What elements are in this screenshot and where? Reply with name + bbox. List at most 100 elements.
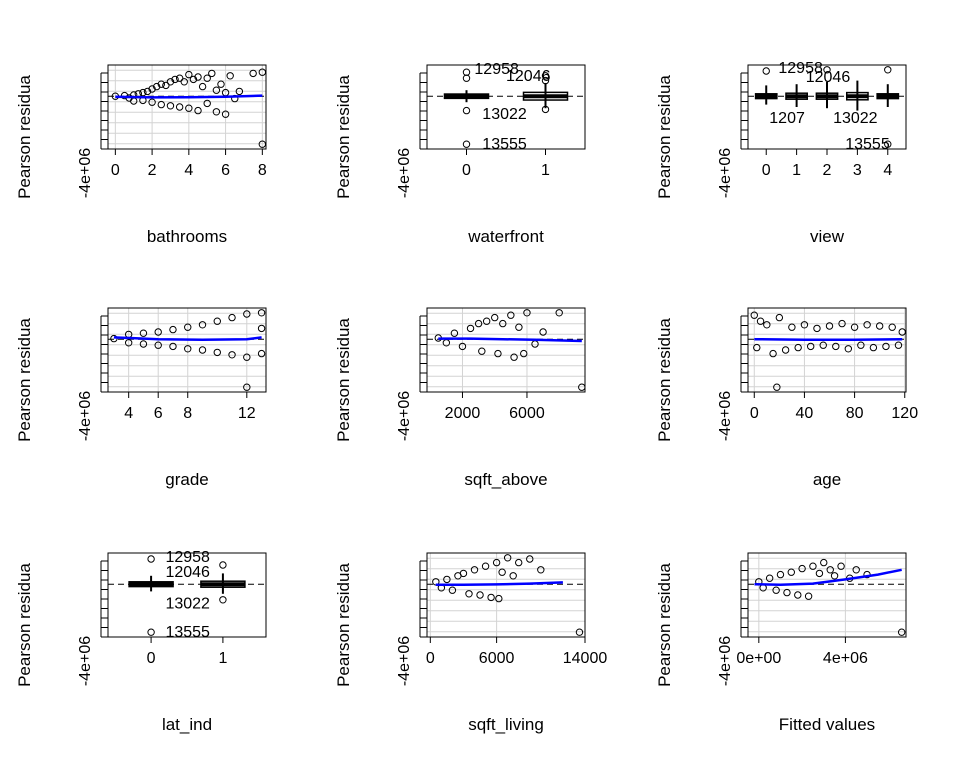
- data-point: [541, 105, 550, 114]
- outlier-label: 12046: [806, 69, 851, 86]
- data-point: [466, 324, 475, 333]
- panel-grade: 4 6 8 12 -4e+06 Pearson residua grade: [15, 307, 267, 489]
- y-axis-label: Pearson residua: [334, 75, 353, 199]
- data-point: [498, 568, 506, 576]
- data-point: [470, 566, 479, 574]
- data-point: [482, 317, 491, 325]
- smoother-line: [115, 94, 263, 99]
- y-axis-label: Pearson residua: [655, 318, 674, 442]
- data-point: [897, 628, 906, 636]
- x-tick-label: 2: [148, 162, 157, 179]
- x-tick-label: 0: [750, 405, 759, 422]
- data-point: [783, 588, 791, 597]
- outlier-label: 13555: [845, 136, 890, 153]
- x-tick-label: 2: [823, 162, 832, 179]
- data-point: [809, 562, 817, 570]
- data-point: [157, 80, 165, 88]
- plot-frame: [426, 307, 586, 393]
- smoother-line: [438, 337, 582, 343]
- data-point: [750, 311, 758, 319]
- y-tick-label: -4e+06: [396, 391, 413, 441]
- data-point: [185, 70, 193, 79]
- data-point: [169, 342, 177, 351]
- x-tick-label: 80: [846, 405, 864, 422]
- y-axis-label: Pearson residua: [15, 318, 34, 442]
- data-point: [800, 321, 809, 329]
- data-point: [459, 569, 468, 578]
- y-tick-label: -4e+06: [396, 148, 413, 198]
- data-point: [510, 353, 518, 361]
- data-point: [815, 569, 824, 578]
- data-point: [124, 339, 133, 347]
- plot-frame: [107, 307, 267, 393]
- x-tick-label: 0: [147, 650, 156, 667]
- y-axis-label: Pearson residua: [655, 563, 674, 687]
- plot-frame: [747, 307, 907, 393]
- data-point: [888, 323, 896, 331]
- y-axis-label: Pearson residua: [334, 563, 353, 687]
- data-point: [450, 329, 459, 337]
- data-point: [539, 328, 547, 336]
- data-point: [837, 562, 845, 570]
- panel-fitted-values: 0e+00 4e+06 -4e+06 Pearson residua Fitted va…: [655, 552, 907, 734]
- x-tick-label: 4: [184, 162, 193, 179]
- data-point: [154, 328, 162, 336]
- x-tick-label: 120: [891, 405, 918, 422]
- outlier-label: 13022: [165, 595, 210, 612]
- data-point: [458, 342, 467, 351]
- data-point: [838, 319, 846, 328]
- x-tick-label: 8: [258, 162, 267, 179]
- data-point: [203, 99, 211, 108]
- x-axis-label: lat_ind: [162, 715, 212, 734]
- data-point: [869, 343, 878, 352]
- data-point: [462, 68, 471, 76]
- data-point: [503, 554, 512, 562]
- data-point: [491, 313, 499, 322]
- data-point: [481, 562, 490, 570]
- data-point: [826, 566, 834, 574]
- data-point: [531, 340, 539, 348]
- data-point: [249, 69, 257, 78]
- data-point: [203, 74, 211, 82]
- panel-age: 0 40 80 120 -4e+06 Pearson residua age: [655, 307, 918, 489]
- data-point: [492, 558, 501, 567]
- x-tick-label: 4: [883, 162, 892, 179]
- data-point: [147, 555, 155, 563]
- data-point: [166, 78, 175, 86]
- data-point: [762, 67, 770, 75]
- data-point: [148, 85, 156, 93]
- data-point: [787, 568, 795, 576]
- x-tick-label: 3: [853, 162, 862, 179]
- data-point: [515, 323, 523, 331]
- data-point: [171, 75, 179, 84]
- data-point: [448, 586, 457, 594]
- data-point: [219, 596, 227, 604]
- x-tick-label: 0: [462, 162, 471, 179]
- data-point: [208, 69, 216, 78]
- data-point: [139, 88, 147, 97]
- data-point: [166, 102, 175, 110]
- x-tick-label: 6000: [479, 650, 515, 667]
- data-point: [823, 66, 831, 74]
- x-tick-label: 6000: [509, 405, 545, 422]
- outlier-label: 13555: [482, 136, 527, 153]
- data-point: [830, 572, 839, 580]
- data-point: [806, 342, 815, 351]
- x-tick-label: 12: [238, 405, 256, 422]
- data-point: [850, 323, 859, 331]
- data-point: [487, 593, 495, 602]
- y-axis-label: Pearson residua: [655, 75, 674, 199]
- x-axis-label: bathrooms: [147, 227, 227, 246]
- data-point: [794, 343, 802, 352]
- x-tick-label: 0: [111, 162, 120, 179]
- data-point: [541, 76, 550, 85]
- y-tick-label: -4e+06: [77, 148, 94, 198]
- panel-sqft_above: 2000 6000 -4e+06 Pearson residua sqft_above: [334, 307, 586, 489]
- data-point: [798, 564, 806, 573]
- y-tick-label: -4e+06: [717, 391, 734, 441]
- data-point: [147, 628, 155, 636]
- data-point: [198, 346, 207, 354]
- outlier-label: 13022: [833, 110, 878, 127]
